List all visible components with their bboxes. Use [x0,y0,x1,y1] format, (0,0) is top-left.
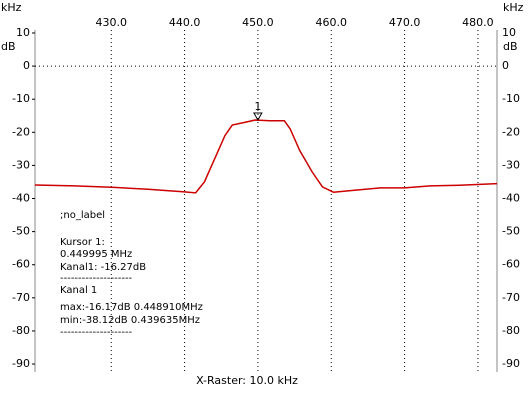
annotation: ;no_label [60,210,105,221]
y-tick-label-right: 10 [502,26,516,39]
annotation: 0.449995 MHz [60,249,132,260]
y-tick-label: -80 [12,324,30,337]
annotation: Kursor 1: [60,237,105,248]
y-tick-label-right: -10 [502,92,520,105]
y-unit-left: dB [1,40,16,53]
y-tick-label: -30 [12,158,30,171]
annotation: -------------------- [60,273,133,284]
y-tick-label: -40 [12,192,30,205]
y-tick-label-right: -90 [502,357,520,370]
y-tick-label-right: -60 [502,258,520,271]
y-tick-label: -60 [12,258,30,271]
y-tick-label: -20 [12,125,30,138]
y-tick-label-right: -30 [502,158,520,171]
y-tick-label-right: -80 [502,324,520,337]
x-tick-label: 470.0 [389,16,421,29]
annotation: -------------------- [60,327,133,338]
y-tick-label: 10 [16,26,30,39]
annotation: Kanal1: -16.27dB [60,262,146,273]
trace [34,119,498,194]
x-unit-right: kHz [503,1,524,14]
x-unit-left: kHz [1,1,22,14]
annotation: min:-38.12dB 0.439635MHz [60,315,200,326]
y-tick-label: 0 [23,59,30,72]
x-tick-label: 480.0 [462,16,494,29]
x-tick-label: 450.0 [242,16,274,29]
y-tick-label: -70 [12,291,30,304]
y-tick-label-right: -20 [502,125,520,138]
x-axis-label: X-Raster: 10.0 kHz [196,374,298,387]
x-tick-label: 460.0 [316,16,348,29]
annotation: Kanal 1 [60,285,97,296]
y-tick-label-right: -50 [502,225,520,238]
y-tick-label: -10 [12,92,30,105]
y-unit-right: dB [503,40,518,53]
x-tick-label: 440.0 [169,16,201,29]
y-tick-label-right: 0 [502,59,509,72]
cursor-marker [253,112,263,121]
y-tick-label: -90 [12,357,30,370]
x-tick-label: 430.0 [96,16,128,29]
y-tick-label-right: -70 [502,291,520,304]
annotation: max:-16.17dB 0.448910MHz [60,302,203,313]
cursor-label: 1 [254,100,261,113]
y-tick-label: -50 [12,225,30,238]
y-tick-label-right: -40 [502,192,520,205]
